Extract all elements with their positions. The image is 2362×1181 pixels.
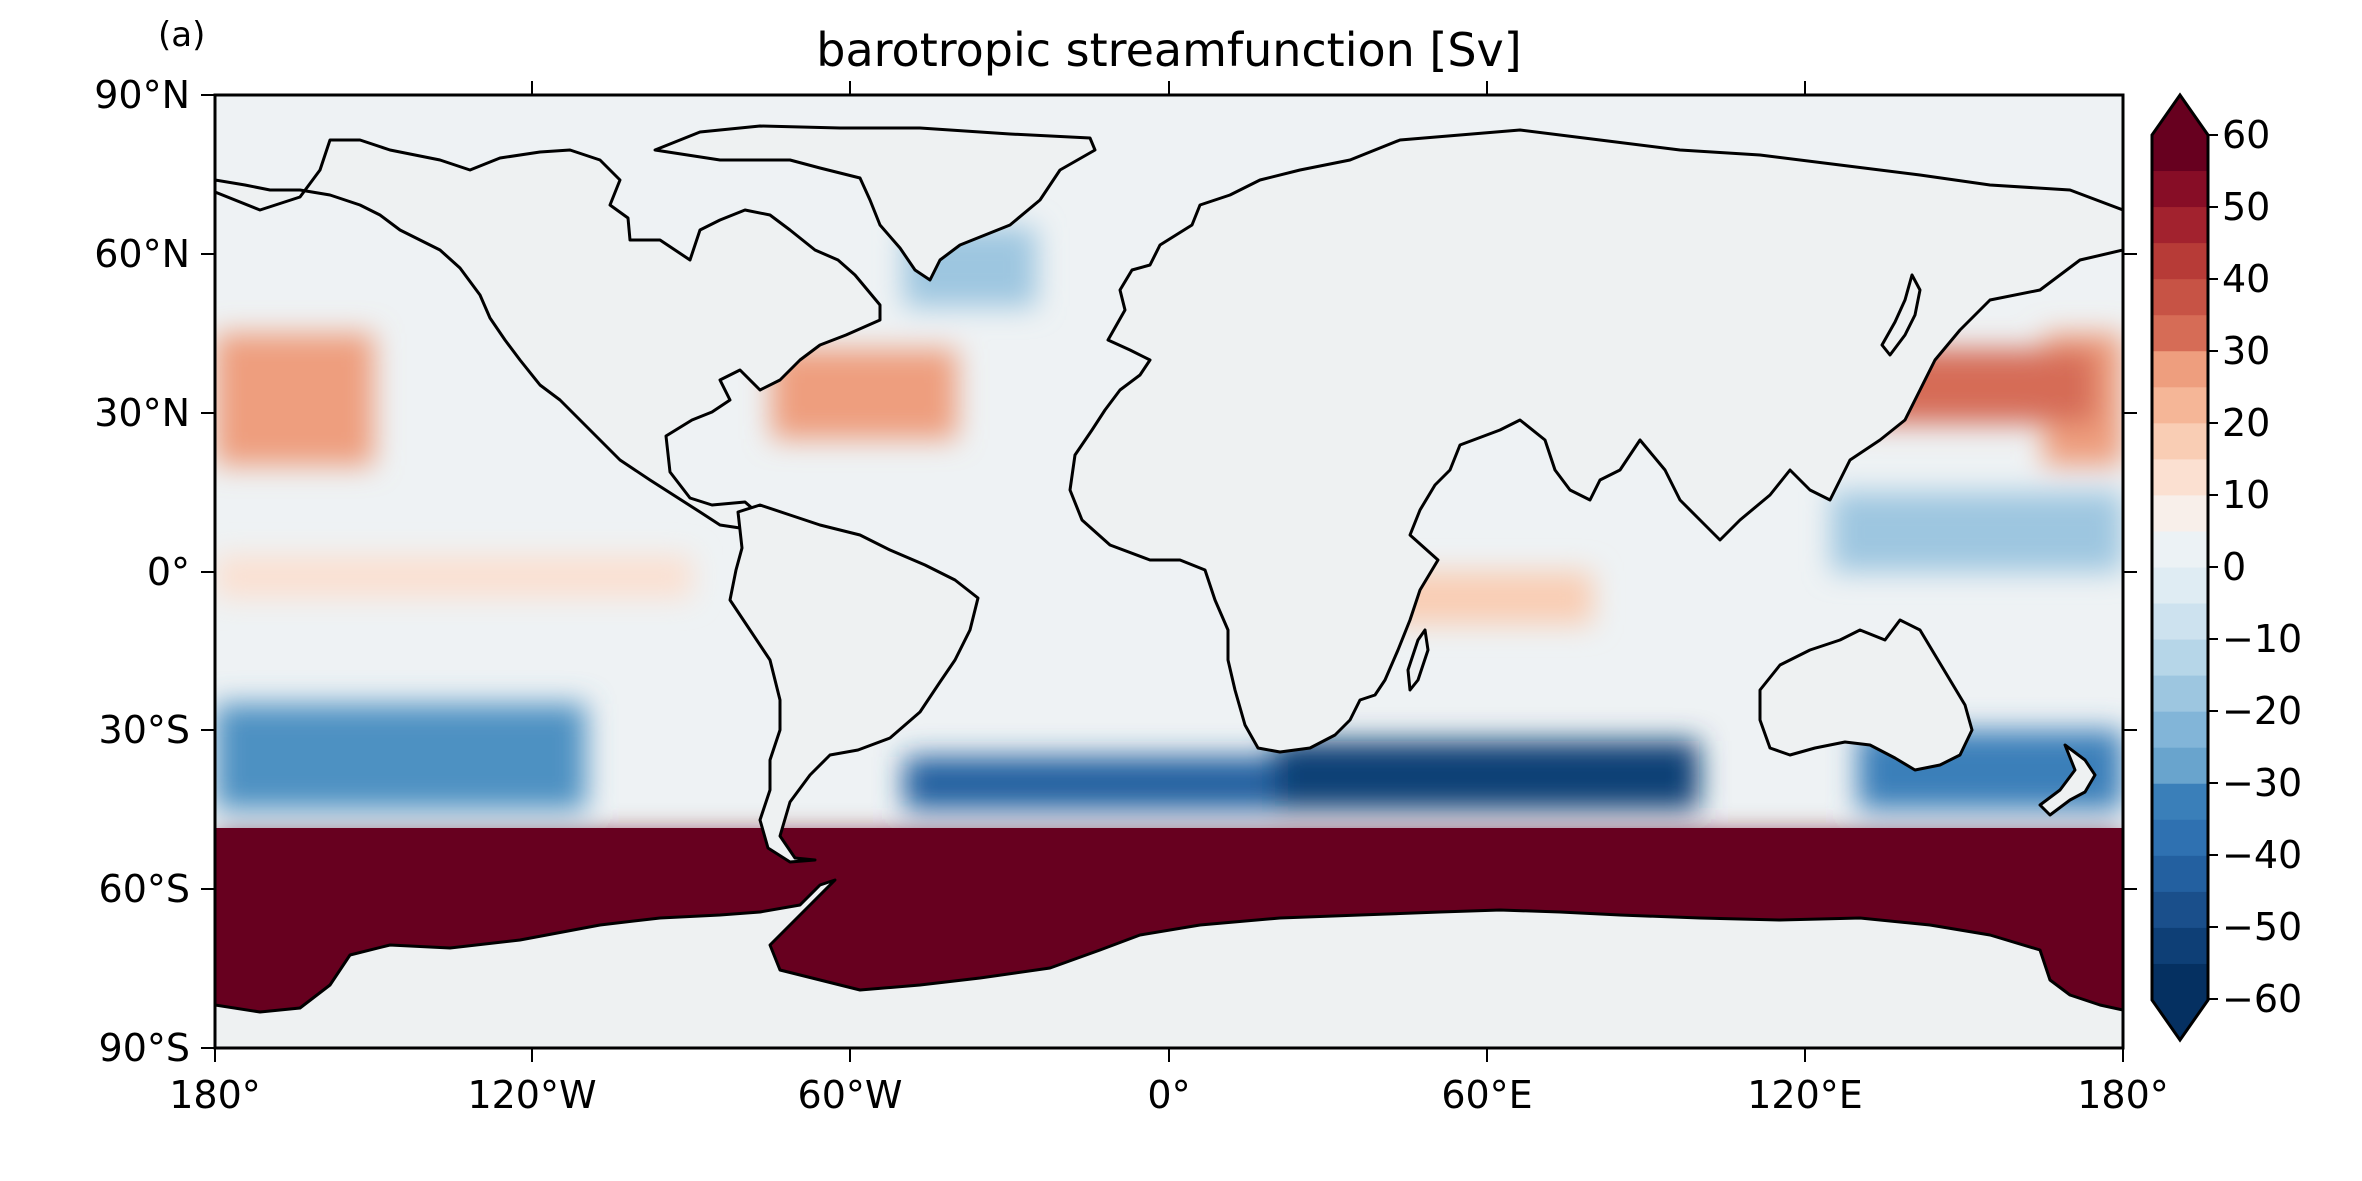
x-tick-label: 120°W [467,1073,596,1117]
colorbar-tick-label: 20 [2222,401,2270,445]
streamfunction-cell [771,349,957,440]
colorbar-swatch [2152,783,2208,821]
colorbar-swatches [2152,95,2208,1040]
streamfunction-cell [1831,492,2123,572]
colorbar-swatch [2152,819,2208,857]
colorbar-swatch [2152,639,2208,677]
colorbar-tick-label: 60 [2222,113,2270,157]
colorbar-swatch [2152,531,2208,569]
panel-label: (a) [158,15,205,55]
map-plot-area [215,95,2123,1048]
colorbar-swatch [2152,315,2208,352]
colorbar-tick-label: −40 [2222,833,2302,877]
chart-title: barotropic streamfunction [Sv] [816,23,1521,77]
colorbar-swatch [2152,567,2208,605]
colorbar-swatch [2152,423,2208,460]
north-america-land [215,138,882,544]
y-tick-label: 90°S [99,1026,190,1070]
y-tick-label: 30°S [99,708,190,752]
colorbar-swatch [2152,711,2208,749]
madagascar-land [1406,628,1430,692]
colorbar-tick-label: −20 [2222,689,2302,733]
colorbar-swatch [2152,243,2208,280]
land-masses [215,124,2123,1048]
colorbar-swatch [2152,855,2208,893]
colorbar-tick-label: −10 [2222,617,2302,661]
colorbar-swatch [2152,603,2208,641]
colorbar-tick-label: 10 [2222,473,2270,517]
colorbar-swatch [2152,387,2208,424]
colorbar-swatch [2152,747,2208,785]
colorbar-swatch [2152,207,2208,244]
colorbar-swatch [2152,459,2208,497]
colorbar-tick-label: 0 [2222,545,2246,589]
y-tick-label: 90°N [94,73,190,117]
south-america-land [728,503,980,864]
x-tick-label: 0° [1147,1073,1190,1117]
colorbar-swatch [2152,495,2208,533]
streamfunction-cell [215,333,374,466]
y-tick-labels: 90°N 60°N 30°N 0° 30°S 60°S 90°S [94,73,190,1070]
streamfunction-cell [904,756,1275,810]
colorbar-tick-label: −60 [2222,977,2302,1021]
y-tick-label: 0° [147,550,190,594]
x-tick-label: 180° [169,1073,261,1117]
colorbar-swatch [2152,171,2208,208]
colorbar-swatch [2152,891,2208,929]
colorbar-extend-min [2152,1000,2208,1040]
colorbar-ticks [2208,134,2218,1000]
eurasia-africa-land [1068,128,2123,754]
colorbar-tick-label: −30 [2222,761,2302,805]
japan-land [1880,273,1922,357]
map-axes [201,81,2137,1062]
x-tick-label: 60°E [1441,1073,1532,1117]
antarctica-coastline [215,878,2123,1048]
colorbar-swatch [2152,135,2208,172]
greenland-land [653,124,1097,282]
x-tick-label: 60°W [798,1073,903,1117]
colorbar-extend-max [2152,95,2208,135]
streamfunction-cell [1275,740,1699,810]
streamfunction-cell [215,703,586,810]
new-zealand-land [2038,743,2097,817]
colorbar-swatch [2152,279,2208,316]
colorbar-tick-label: −50 [2222,905,2302,949]
colorbar: 60 50 40 30 20 10 0 −10 −20 −30 −40 −50 … [2150,92,2302,1043]
colorbar-tick-labels: 60 50 40 30 20 10 0 −10 −20 −30 −40 −50 … [2222,113,2302,1021]
y-tick-label: 60°S [99,867,190,911]
colorbar-swatch [2152,351,2208,388]
colorbar-tick-label: 30 [2222,329,2270,373]
colorbar-swatch [2152,963,2208,1001]
colorbar-tick-label: 50 [2222,185,2270,229]
x-tick-label: 120°E [1747,1073,1863,1117]
colorbar-swatch [2152,927,2208,965]
colorbar-tick-label: 40 [2222,257,2270,301]
streamfunction-cell [215,555,692,598]
colorbar-swatch [2152,675,2208,713]
y-tick-label: 60°N [94,232,190,276]
australia-land [1758,618,1974,772]
y-tick-label: 30°N [94,391,190,435]
x-tick-labels: 180° 120°W 60°W 0° 60°E 120°E 180° [169,1073,2169,1117]
x-tick-label: 180° [2077,1073,2169,1117]
